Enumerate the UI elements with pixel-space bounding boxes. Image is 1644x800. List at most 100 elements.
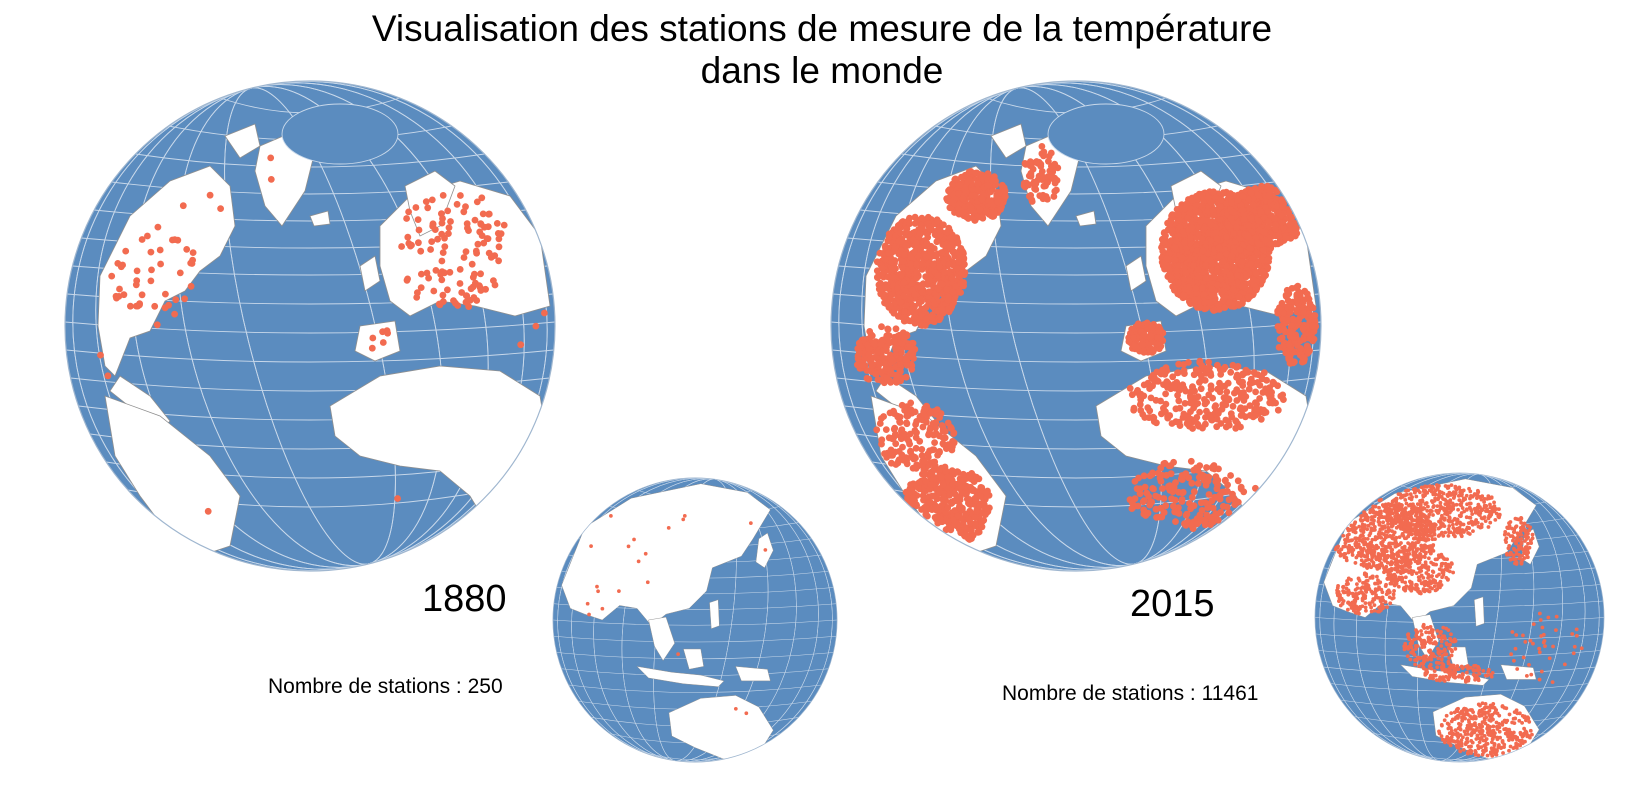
station-dot: [1216, 252, 1224, 260]
station-dot: [1265, 192, 1273, 200]
station-dot: [1304, 294, 1312, 301]
station-dot: [1140, 331, 1148, 338]
station-dot: [1213, 235, 1221, 243]
station-dot: [1152, 492, 1160, 500]
station-dot: [1199, 247, 1207, 255]
station-dot: [958, 173, 965, 181]
station-dot: [1248, 214, 1255, 222]
station-dot: [1430, 537, 1435, 542]
station-dot: [1349, 523, 1354, 528]
station-dot: [1037, 192, 1045, 200]
station-dot: [1266, 399, 1274, 407]
station-dot: [438, 230, 446, 238]
station-dot: [1196, 304, 1204, 311]
station-dot: [892, 325, 900, 333]
station-dot: [899, 264, 906, 272]
station-dot: [977, 492, 984, 500]
station-dot: [874, 376, 882, 383]
station-dot: [1168, 274, 1175, 282]
station-dot: [478, 194, 486, 202]
station-dot: [907, 296, 914, 304]
station-dot: [1303, 342, 1311, 350]
station-dot: [878, 323, 885, 331]
station-dot: [1141, 510, 1149, 518]
station-dot: [423, 269, 431, 277]
station-dot: [1227, 368, 1235, 376]
station-dot: [947, 198, 955, 206]
station-dot: [902, 356, 910, 363]
station-dot: [457, 192, 464, 199]
station-dot: [919, 410, 927, 418]
station-dot: [902, 242, 910, 250]
station-dot: [882, 284, 890, 292]
station-dot: [906, 430, 914, 438]
station-dot: [1260, 406, 1268, 414]
station-dot: [1175, 279, 1182, 287]
station-dot: [1027, 192, 1035, 199]
page-title: Visualisation des stations de mesure de …: [0, 8, 1644, 92]
station-dots: [585, 513, 768, 716]
station-dot: [104, 372, 112, 380]
year-label-1880: 1880: [422, 578, 507, 620]
station-dot: [1194, 480, 1202, 487]
station-dot: [946, 243, 954, 251]
station-dot: [415, 239, 422, 247]
station-dot: [923, 240, 931, 247]
station-dot: [863, 374, 871, 382]
station-dot: [957, 280, 965, 287]
station-dot: [1160, 229, 1168, 237]
station-dot: [968, 485, 975, 492]
station-dot: [1265, 389, 1273, 397]
station-dot: [941, 268, 949, 276]
station-dot: [926, 225, 934, 233]
station-dot: [1192, 207, 1199, 215]
station-dot: [1208, 285, 1216, 293]
station-dot: [932, 424, 939, 432]
station-dot: [1150, 346, 1158, 354]
station-dot: [1044, 195, 1051, 203]
station-dot: [1183, 510, 1191, 518]
station-dot: [1037, 172, 1045, 179]
station-dot: [97, 351, 104, 359]
station-dot: [1285, 341, 1293, 349]
station-dot: [1038, 143, 1046, 150]
station-dot: [918, 214, 926, 222]
station-dot: [913, 274, 921, 282]
station-dot: [1378, 527, 1383, 532]
station-dot: [894, 294, 902, 302]
station-dot: [1220, 189, 1227, 197]
station-dot: [913, 268, 921, 276]
station-dot: [1187, 457, 1195, 465]
station-dot: [1256, 395, 1263, 402]
station-dot: [918, 452, 926, 459]
station-dot: [1219, 297, 1227, 304]
station-dot: [938, 473, 945, 481]
station-dot: [884, 273, 892, 281]
station-dot: [1256, 381, 1264, 389]
station-dot: [901, 308, 908, 315]
landmass: [309, 210, 331, 227]
station-dot: [928, 506, 936, 513]
station-dot: [179, 202, 187, 210]
station-dot: [469, 273, 477, 281]
station-dot: [1141, 483, 1149, 491]
station-dot: [379, 339, 387, 346]
station-dot: [1162, 502, 1170, 510]
station-dot: [1209, 463, 1216, 471]
station-dot: [172, 296, 180, 304]
station-dot: [1275, 232, 1283, 240]
station-dot: [906, 220, 913, 228]
station-dot: [626, 544, 631, 549]
station-dot: [428, 238, 436, 246]
station-dot: [950, 439, 958, 447]
station-dot: [1234, 272, 1241, 279]
station-dot: [873, 426, 881, 434]
station-dot: [931, 318, 938, 326]
station-dot: [1280, 396, 1287, 403]
station-dot: [1170, 458, 1177, 466]
landmass: [1075, 210, 1097, 227]
station-dot: [1261, 236, 1269, 244]
station-dot: [1306, 300, 1314, 307]
station-dot: [872, 370, 879, 378]
station-dot: [958, 247, 966, 255]
